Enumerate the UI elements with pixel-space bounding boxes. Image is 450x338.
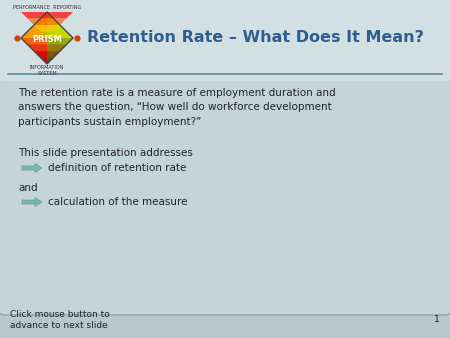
Text: INFORMATION
SYSTEM: INFORMATION SYSTEM	[30, 65, 64, 76]
Polygon shape	[21, 12, 73, 19]
Text: definition of retention rate: definition of retention rate	[48, 163, 186, 173]
Text: This slide presentation addresses: This slide presentation addresses	[18, 148, 193, 158]
Polygon shape	[47, 38, 73, 64]
Bar	[5, 55, 445, 75]
Text: calculation of the measure: calculation of the measure	[48, 197, 188, 207]
Text: Click mouse button to
advance to next slide: Click mouse button to advance to next sl…	[10, 310, 110, 331]
Polygon shape	[40, 31, 54, 38]
Polygon shape	[21, 38, 47, 64]
FancyBboxPatch shape	[0, 0, 450, 81]
Text: and: and	[18, 183, 38, 193]
FancyArrow shape	[22, 197, 42, 207]
Polygon shape	[34, 25, 60, 31]
Text: PRISM: PRISM	[32, 35, 62, 45]
Polygon shape	[21, 38, 73, 45]
FancyArrow shape	[22, 164, 42, 172]
FancyBboxPatch shape	[0, 0, 450, 315]
Text: PERFORMANCE  REPORTING: PERFORMANCE REPORTING	[13, 5, 81, 10]
Polygon shape	[27, 45, 67, 51]
Text: 1: 1	[434, 315, 440, 324]
Text: The retention rate is a measure of employment duration and
answers the question,: The retention rate is a measure of emplo…	[18, 88, 336, 127]
Polygon shape	[47, 12, 73, 38]
Polygon shape	[27, 19, 67, 25]
Polygon shape	[34, 51, 60, 57]
Polygon shape	[40, 57, 54, 64]
Polygon shape	[21, 12, 47, 38]
Text: Retention Rate – What Does It Mean?: Retention Rate – What Does It Mean?	[86, 30, 423, 46]
